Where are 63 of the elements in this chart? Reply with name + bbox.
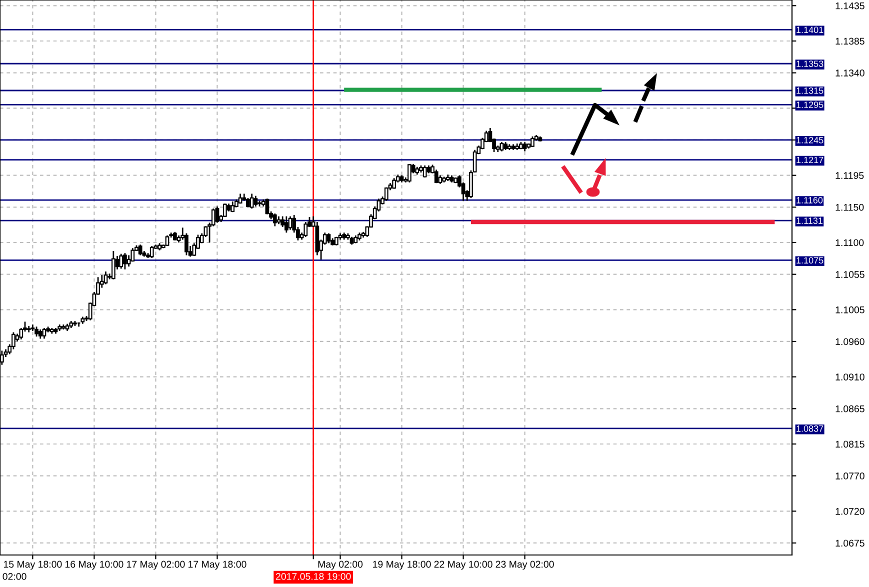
candlestick	[500, 141, 504, 152]
ref-line-label: 1.1160	[796, 197, 823, 204]
candlestick	[130, 247, 135, 262]
candlestick	[42, 327, 46, 340]
candlestick	[119, 253, 124, 270]
y-tick-label: 1.0910	[836, 374, 864, 380]
y-tick-label: 1.1435	[836, 2, 864, 10]
candlestick	[522, 141, 527, 152]
candlestick	[111, 250, 116, 280]
candlestick	[408, 163, 412, 184]
ref-line-label: 1.1131	[796, 218, 823, 224]
candlestick	[38, 328, 42, 340]
x-tick-label: 15 May 18:00	[4, 560, 62, 570]
candlestick	[265, 198, 270, 215]
x-tick-label: 16 May 10:00	[65, 560, 124, 570]
candlestick	[123, 252, 127, 270]
y-tick-label: 1.0770	[836, 472, 864, 480]
candlestick	[384, 186, 388, 202]
candlestick	[284, 216, 288, 234]
y-tick-label: 1.1055	[836, 271, 864, 278]
candlestick	[215, 206, 220, 224]
x-tick-label: 22 May 10:00	[434, 560, 492, 570]
text: 02:00	[2, 573, 26, 580]
y-tick-label: 1.1340	[836, 70, 864, 76]
candlestick	[272, 212, 277, 227]
x-tick-label: 23 May 02:00	[496, 560, 554, 570]
ref-line-label: 1.1075	[796, 257, 824, 264]
candlestick	[304, 221, 308, 238]
candlestick	[434, 168, 438, 184]
x-tick-label: 17 May 02:00	[126, 560, 185, 570]
candlestick	[288, 216, 292, 230]
candlestick	[254, 195, 258, 208]
y-tick-label: 1.0865	[836, 405, 864, 412]
y-tick-label: 1.1385	[836, 38, 864, 45]
y-tick-label: 1.1100	[836, 239, 864, 246]
y-tick-label: 1.0675	[836, 540, 864, 547]
ref-line-label: 1.1315	[796, 87, 824, 94]
ref-line-label: 1.0837	[796, 425, 824, 432]
candlestick	[392, 177, 396, 190]
ref-line-label: 1.1217	[796, 156, 824, 164]
x-tick-label: May 02:00	[318, 560, 363, 570]
candlestick	[422, 164, 427, 178]
x-tick-label: 2017.05.18 19:00	[276, 573, 351, 580]
y-tick-label: 1.0960	[836, 338, 864, 346]
candlestick	[326, 232, 331, 244]
x-tick-label: 19 May 18:00	[373, 560, 431, 570]
candlestick	[150, 245, 154, 259]
y-tick-label: 1.1150	[836, 204, 864, 211]
candlestick	[12, 332, 16, 350]
candlestick	[104, 270, 108, 285]
y-tick-label: 1.1005	[836, 306, 864, 314]
y-tick-label: 1.0815	[836, 440, 864, 448]
candlestick	[34, 326, 38, 338]
ref-line-label: 1.1245	[796, 136, 824, 144]
ref-line-label: 1.1353	[796, 60, 824, 67]
candlestick	[222, 202, 227, 218]
y-tick-label: 1.0720	[836, 508, 864, 515]
candlestick	[250, 193, 254, 210]
ref-line-label: 1.1401	[796, 26, 824, 34]
candlestick	[138, 244, 142, 256]
x-tick-label: 17 May 18:00	[188, 560, 246, 570]
ref-line-label: 1.1295	[796, 102, 824, 108]
y-tick-label: 1.1195	[836, 172, 864, 179]
